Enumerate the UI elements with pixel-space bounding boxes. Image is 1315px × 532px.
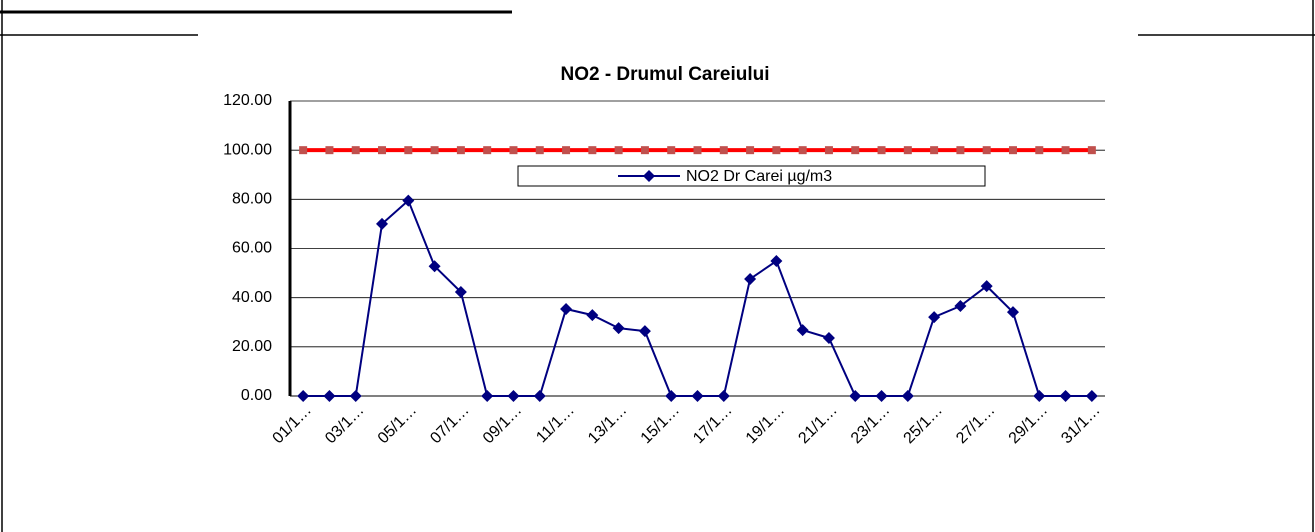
marker — [560, 302, 573, 315]
marker — [430, 146, 439, 155]
marker — [638, 325, 651, 338]
chart-title: NO2 - Drumul Careiului — [560, 64, 769, 85]
marker — [588, 146, 597, 155]
marker — [1006, 306, 1019, 319]
marker — [717, 390, 730, 402]
marker — [1008, 146, 1017, 155]
marker — [586, 309, 599, 322]
marker — [297, 390, 310, 402]
marker — [980, 280, 993, 293]
marker — [877, 146, 886, 155]
marker — [323, 390, 336, 402]
marker — [1061, 146, 1070, 155]
marker — [849, 390, 862, 402]
marker — [533, 390, 546, 402]
marker — [746, 146, 755, 155]
marker — [376, 217, 389, 230]
marker — [1033, 390, 1046, 402]
marker — [691, 390, 704, 402]
marker — [796, 324, 809, 337]
legend-label: NO2 Dr Carei µg/m3 — [686, 168, 832, 185]
marker — [982, 146, 991, 155]
marker — [928, 311, 941, 324]
marker — [351, 146, 360, 155]
marker — [481, 390, 494, 402]
marker — [562, 146, 571, 155]
marker — [901, 390, 914, 402]
marker — [822, 331, 835, 344]
marker — [349, 390, 362, 402]
marker — [1059, 390, 1072, 402]
marker — [693, 146, 702, 155]
legend-box — [517, 165, 986, 187]
marker — [404, 146, 413, 155]
marker — [719, 146, 728, 155]
y-tick-label: 40.00 — [232, 289, 272, 306]
marker — [851, 146, 860, 155]
marker — [509, 146, 518, 155]
marker — [614, 146, 623, 155]
marker — [665, 390, 678, 402]
marker — [454, 286, 467, 299]
y-tick-label: 100.00 — [223, 141, 272, 158]
marker — [1035, 146, 1044, 155]
marker — [770, 255, 783, 268]
marker — [535, 146, 544, 155]
marker — [507, 390, 520, 402]
marker — [1087, 146, 1096, 155]
marker — [744, 272, 757, 285]
y-tick-label: 120.00 — [223, 92, 272, 109]
marker — [428, 260, 441, 273]
marker — [299, 146, 308, 155]
marker — [772, 146, 781, 155]
marker — [798, 146, 807, 155]
marker — [612, 322, 625, 335]
y-tick-label: 60.00 — [232, 240, 272, 257]
legend-marker — [643, 170, 655, 182]
marker — [483, 146, 492, 155]
marker — [954, 300, 967, 313]
marker — [640, 146, 649, 155]
marker — [456, 146, 465, 155]
y-tick-label: 20.00 — [232, 338, 272, 355]
marker — [1085, 390, 1098, 402]
marker — [956, 146, 965, 155]
marker — [875, 390, 888, 402]
marker — [402, 194, 415, 207]
marker — [667, 146, 676, 155]
y-tick-label: 0.00 — [241, 387, 272, 404]
marker — [903, 146, 912, 155]
marker — [325, 146, 334, 155]
marker — [378, 146, 387, 155]
marker — [930, 146, 939, 155]
marker — [824, 146, 833, 155]
y-tick-label: 80.00 — [232, 191, 272, 208]
